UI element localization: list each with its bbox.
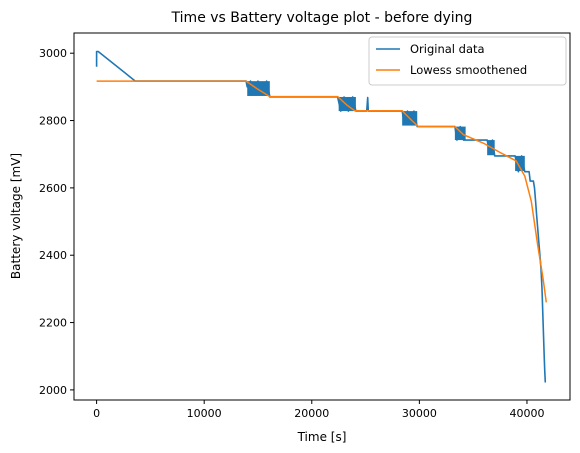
y-tick-label: 2400 (39, 249, 67, 262)
legend-label: Lowess smoothened (410, 63, 527, 77)
series-line-lowess-smoothened (96, 80, 548, 303)
legend-box (368, 36, 567, 86)
y-tick-label: 2600 (39, 182, 67, 195)
legend-label: Original data (410, 42, 485, 56)
series-line-original-data (95, 50, 547, 383)
axes-frame (73, 32, 571, 401)
series-layer (95, 50, 548, 383)
y-tick-label: 2000 (39, 384, 67, 397)
legend: Original data Lowess smoothened (368, 36, 567, 86)
x-axis-label: Time [s] (297, 430, 347, 444)
x-tick-label: 10000 (187, 407, 222, 420)
y-tick-label: 2200 (39, 317, 67, 330)
original-data-dense-band (454, 126, 466, 141)
x-tick-label: 20000 (294, 407, 329, 420)
x-tick-label: 40000 (509, 407, 544, 420)
y-tick-label: 2800 (39, 115, 67, 128)
original-data-dense-band (515, 155, 525, 172)
x-tick-label: 30000 (402, 407, 437, 420)
chart-title: Time vs Battery voltage plot - before dy… (171, 10, 473, 26)
ticks-layer: 0 10000 20000 30000 40000 2000 2200 2400 2600 280… (39, 47, 544, 420)
y-tick-label: 3000 (39, 47, 67, 60)
x-tick-label: 0 (93, 407, 100, 420)
y-axis-label: Battery voltage [mV] (9, 153, 23, 279)
